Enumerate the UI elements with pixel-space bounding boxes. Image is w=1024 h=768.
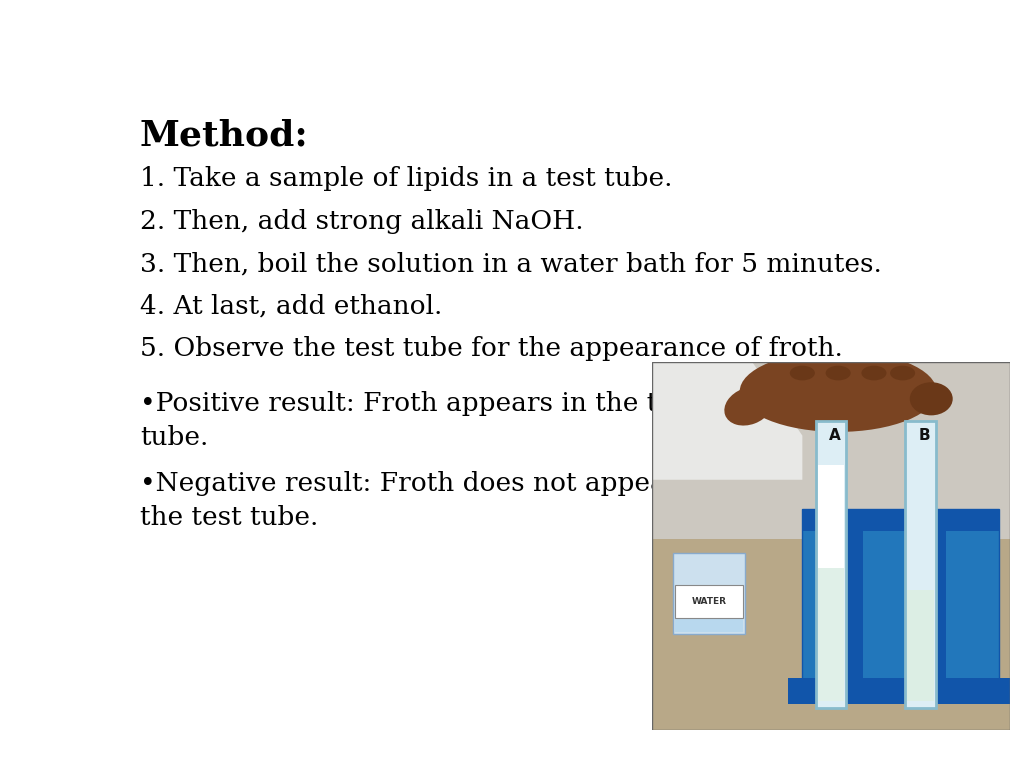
Ellipse shape — [790, 366, 815, 380]
Text: tube.: tube. — [140, 425, 208, 450]
Text: 5. Observe the test tube for the appearance of froth.: 5. Observe the test tube for the appeara… — [140, 336, 843, 362]
Bar — [652, 362, 1010, 538]
Bar — [788, 678, 1014, 704]
Ellipse shape — [861, 366, 887, 380]
Text: 2. Then, add strong alkali NaOH.: 2. Then, add strong alkali NaOH. — [140, 209, 584, 233]
Bar — [652, 538, 1010, 730]
Bar — [905, 421, 936, 708]
Ellipse shape — [739, 351, 937, 432]
Text: A: A — [828, 428, 841, 443]
Ellipse shape — [724, 387, 773, 425]
Text: the test tube.: the test tube. — [140, 505, 318, 530]
Bar — [907, 590, 934, 700]
Bar — [928, 509, 945, 686]
Polygon shape — [652, 362, 803, 480]
Bar — [803, 509, 999, 531]
Bar — [817, 568, 845, 700]
Bar — [675, 588, 743, 633]
Text: •Negative result: Froth does not appear in: •Negative result: Froth does not appear … — [140, 471, 712, 495]
Text: WATER: WATER — [692, 597, 727, 606]
FancyBboxPatch shape — [675, 584, 743, 617]
Bar — [817, 465, 845, 568]
Text: B: B — [919, 428, 930, 443]
Text: •Positive result: Froth appears in the test: •Positive result: Froth appears in the t… — [140, 391, 696, 415]
Text: 4. At last, add ethanol.: 4. At last, add ethanol. — [140, 294, 442, 319]
Bar — [674, 554, 745, 634]
Bar — [816, 421, 846, 708]
Text: 3. Then, boil the solution in a water bath for 5 minutes.: 3. Then, boil the solution in a water ba… — [140, 251, 882, 276]
Text: Method:: Method: — [140, 119, 308, 153]
Bar — [846, 509, 863, 686]
Text: 1. Take a sample of lipids in a test tube.: 1. Take a sample of lipids in a test tub… — [140, 166, 673, 191]
Ellipse shape — [890, 366, 915, 380]
Bar — [803, 509, 999, 686]
Ellipse shape — [825, 366, 851, 380]
Ellipse shape — [909, 382, 952, 415]
